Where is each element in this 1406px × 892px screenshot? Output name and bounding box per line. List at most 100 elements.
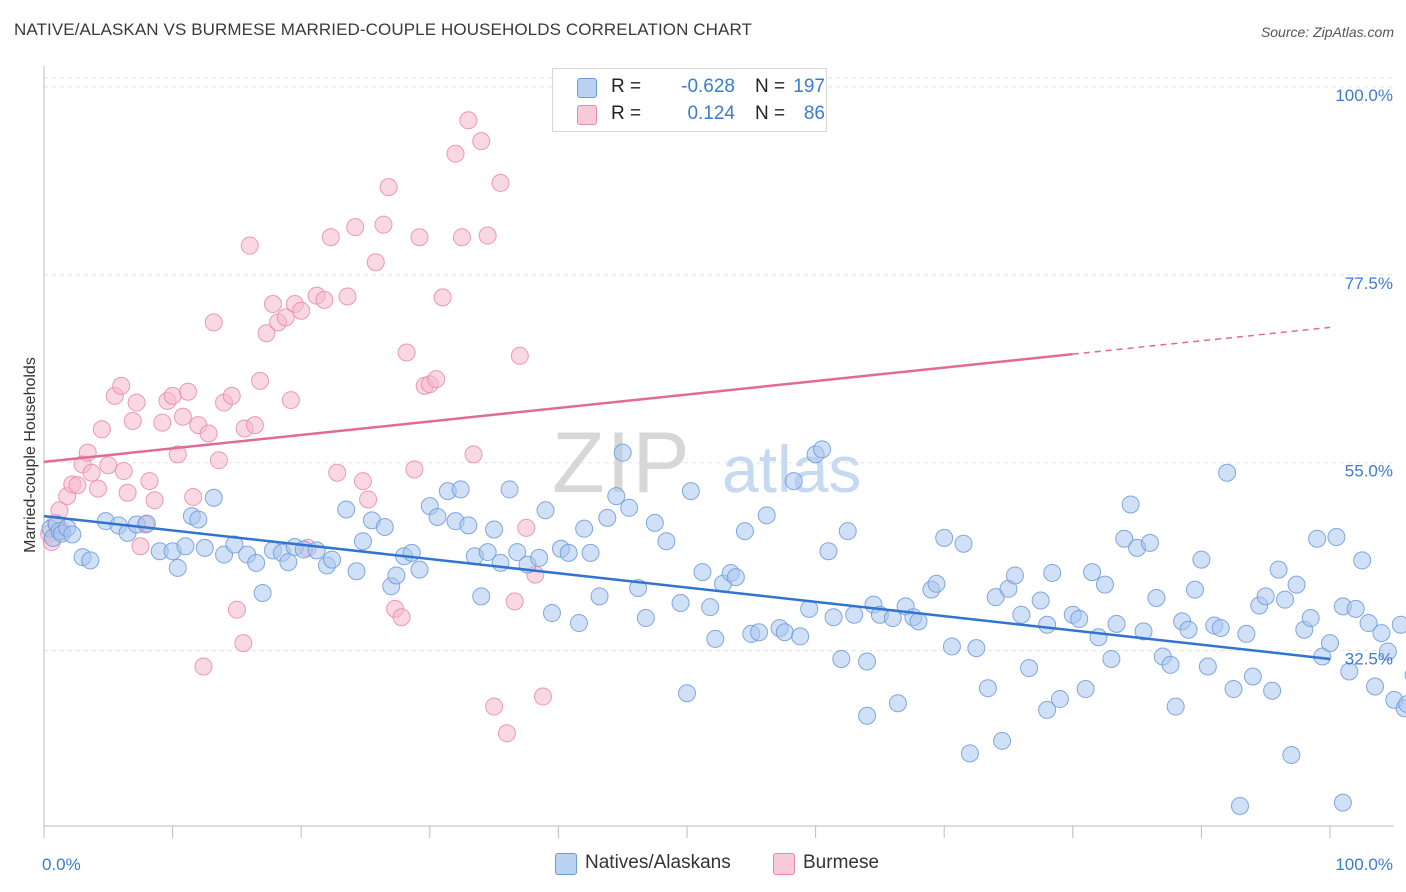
natives-point (542, 604, 561, 623)
legend-swatch-natives (577, 78, 597, 98)
bottom-legend-label-natives: Natives/Alaskans (585, 852, 731, 873)
natives-trend-line (43, 514, 1331, 661)
natives-point (1378, 642, 1397, 661)
burmese-point (315, 290, 334, 309)
correlation-legend: R = -0.628 N = 197 R = 0.124 N = 86 (552, 68, 827, 132)
burmese-point (173, 407, 192, 426)
natives-point (657, 532, 676, 551)
bottom-legend-swatch-burmese (773, 853, 795, 875)
natives-point (613, 443, 632, 462)
natives-point (1301, 609, 1320, 628)
natives-point (1269, 560, 1288, 579)
natives-point (636, 609, 655, 628)
natives-point (954, 534, 973, 553)
legend-n-value: 86 (803, 103, 825, 124)
natives-point (353, 532, 372, 551)
natives-point (1043, 563, 1062, 582)
natives-point (1095, 575, 1114, 594)
burmese-point (292, 301, 311, 320)
natives-point (1140, 533, 1159, 552)
burmese-point (234, 634, 253, 653)
natives-point (1372, 624, 1391, 643)
burmese-point (179, 382, 198, 401)
burmese-point (240, 236, 259, 255)
natives-point (569, 614, 588, 633)
natives-point (942, 637, 961, 656)
natives-point (1237, 624, 1256, 643)
natives-point (1166, 697, 1185, 716)
natives-point (323, 550, 342, 569)
burmese-point (194, 657, 213, 676)
y-axis-title: Married-couple Households (22, 357, 39, 553)
series-natives (41, 440, 1406, 815)
natives-point (1076, 680, 1095, 699)
burmese-point (245, 416, 264, 435)
burmese-point (140, 472, 159, 491)
natives-point (838, 522, 857, 541)
natives-point (1359, 614, 1378, 633)
burmese-point (491, 173, 510, 192)
natives-point (375, 518, 394, 537)
natives-point (1224, 680, 1243, 699)
watermark-atlas: atlas (722, 432, 861, 506)
legend-r-label: R = (611, 103, 642, 124)
chart-title: NATIVE/ALASKAN VS BURMESE MARRIED-COUPLE… (14, 20, 753, 39)
natives-point (726, 568, 745, 587)
burmese-point (410, 228, 429, 247)
natives-point (1398, 695, 1406, 713)
natives-point (559, 543, 578, 562)
natives-point (1005, 566, 1024, 585)
burmese-point (366, 253, 385, 272)
burmese-point (459, 111, 478, 130)
natives-point (598, 508, 617, 527)
x-tick-label-max: 100.0% (1335, 855, 1393, 874)
burmese-point (397, 343, 416, 362)
natives-point (986, 588, 1005, 607)
natives-point (279, 553, 298, 572)
burmese-point (464, 445, 483, 464)
burmese-point (517, 518, 536, 537)
burmese-point (123, 411, 142, 430)
natives-point (1134, 622, 1153, 641)
natives-point (735, 522, 754, 541)
burmese-point (163, 386, 182, 405)
natives-point (1282, 746, 1301, 765)
natives-point (701, 598, 720, 617)
natives-point (693, 563, 712, 582)
natives-point (1121, 495, 1140, 514)
natives-point (347, 562, 366, 581)
burmese-point (222, 386, 241, 405)
y-tick-label: 100.0% (1335, 86, 1393, 105)
burmese-point (497, 724, 516, 743)
natives-point (678, 684, 696, 703)
natives-point (1198, 657, 1217, 676)
burmese-point (452, 228, 471, 247)
legend-r-label: R = (611, 76, 642, 97)
burmese-point (485, 697, 504, 716)
natives-point (607, 487, 626, 506)
natives-point (575, 519, 594, 538)
burmese-point (131, 537, 150, 556)
natives-point (813, 440, 832, 459)
natives-point (1263, 681, 1282, 700)
burmese-point (276, 308, 295, 327)
burmese-point (472, 132, 491, 151)
natives-point (1012, 605, 1031, 624)
natives-point (791, 627, 810, 646)
legend-r-value: 0.124 (687, 103, 735, 124)
natives-point (1070, 609, 1089, 628)
natives-point (1321, 634, 1339, 653)
burmese-point (204, 313, 223, 332)
burmese-point (118, 483, 137, 502)
natives-point (1230, 796, 1249, 815)
natives-point (978, 679, 997, 698)
natives-point (491, 553, 510, 572)
y-tick-label: 77.5% (1345, 274, 1393, 293)
burmese-point (168, 445, 187, 464)
burmese-point (82, 463, 101, 482)
natives-point (1050, 690, 1069, 709)
burmese-point (251, 371, 270, 390)
natives-point (81, 551, 100, 570)
natives-point (168, 558, 187, 577)
